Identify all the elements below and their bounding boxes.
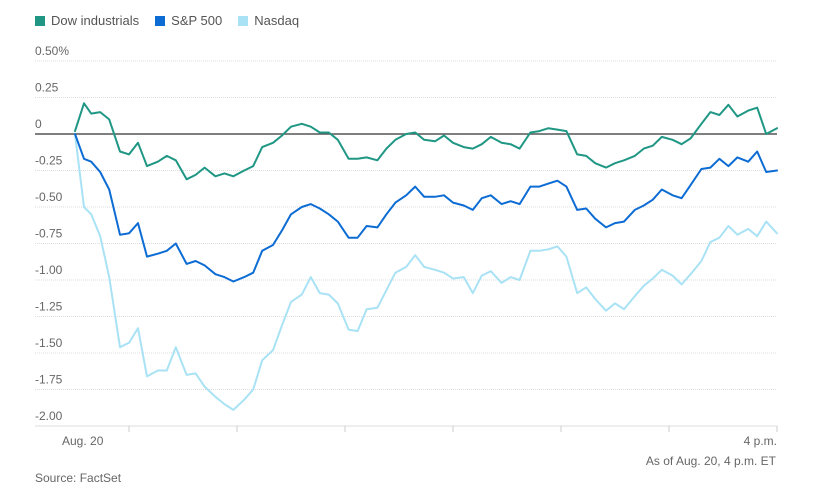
y-tick-label: -0.25 [35, 154, 63, 168]
legend-swatch-dow [35, 15, 45, 26]
y-axis-unit-label: 0.50% [35, 44, 70, 58]
chart-legend: Dow industrials S&P 500 Nasdaq [35, 13, 299, 28]
legend-label-nasdaq: Nasdaq [254, 13, 300, 28]
x-tick-label: 4 p.m. [744, 434, 777, 448]
y-tick-label: -1.75 [35, 373, 63, 387]
legend-label-dow: Dow industrials [51, 13, 140, 28]
y-tick-label: -1.00 [35, 263, 63, 277]
series-line-nasdaq [74, 133, 778, 411]
x-tick-label: Aug. 20 [62, 434, 104, 448]
y-tick-label: -2.00 [35, 409, 63, 423]
legend-label-sp500: S&P 500 [171, 13, 223, 28]
legend-swatch-nasdaq [238, 15, 249, 26]
y-tick-label: -1.25 [35, 300, 63, 314]
source-note: Source: FactSet [35, 471, 122, 485]
y-tick-label: -1.50 [35, 336, 63, 350]
y-tick-label: 0 [35, 117, 42, 131]
y-tick-label: -0.50 [35, 190, 63, 204]
series-line-dow-industrials [74, 102, 778, 181]
y-tick-label: 0.25 [35, 81, 59, 95]
y-tick-label: -0.75 [35, 227, 63, 241]
timestamp-note: As of Aug. 20, 4 p.m. ET [645, 454, 776, 468]
series-line-s-p-500 [74, 133, 778, 283]
legend-swatch-sp500 [155, 15, 166, 26]
legend-item-nasdaq[interactable]: Nasdaq [238, 13, 299, 28]
legend-item-sp500[interactable]: S&P 500 [155, 13, 222, 28]
legend-item-dow[interactable]: Dow industrials [35, 13, 139, 28]
